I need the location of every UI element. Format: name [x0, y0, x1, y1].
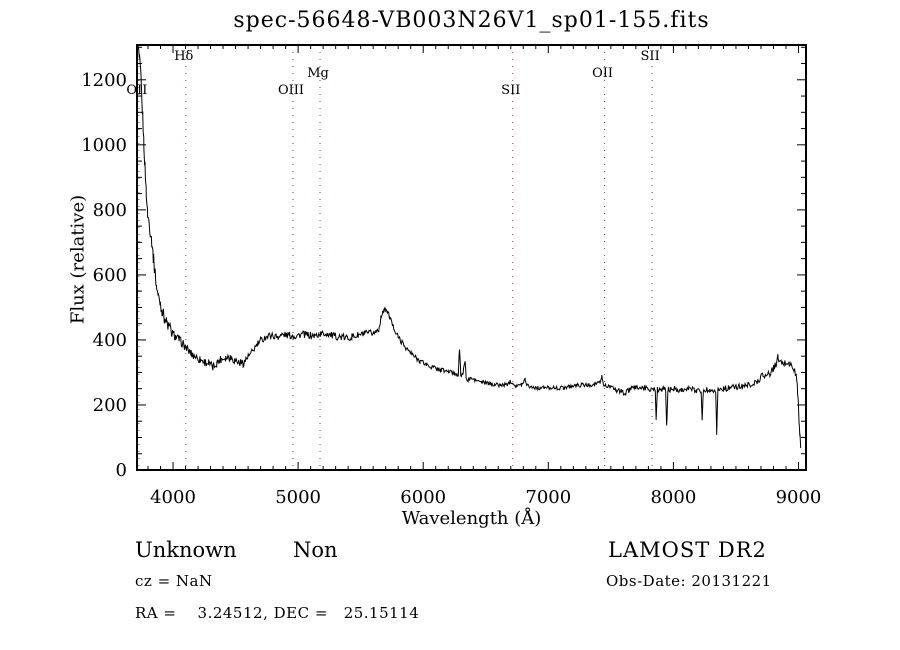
y-tick-label: 200	[93, 395, 127, 416]
y-tick-label: 1200	[81, 70, 127, 91]
spectral-line-label: SII	[641, 49, 660, 64]
y-axis-label: Flux (relative)	[67, 194, 89, 325]
x-tick-label: 7000	[525, 487, 571, 508]
plot-frame	[136, 44, 807, 471]
ra-dec-label: RA = 3.24512, DEC = 25.15114	[135, 604, 420, 622]
y-tick-label: 0	[116, 460, 127, 481]
x-tick-label: 4000	[150, 487, 196, 508]
spectrum-trace	[137, 45, 802, 449]
spectral-line-label: Hδ	[174, 49, 193, 64]
x-axis-label: Wavelength (Å)	[401, 508, 542, 529]
x-tick-label: 9000	[776, 487, 822, 508]
y-tick-label: 600	[93, 265, 127, 286]
spectral-line-label: SII	[501, 83, 520, 98]
object-subclass-label: Non	[293, 538, 338, 562]
spectral-line-label: OIII	[278, 83, 304, 98]
survey-release-label: LAMOST DR2	[608, 538, 767, 562]
y-tick-label: 400	[93, 330, 127, 351]
object-class-label: Unknown	[135, 538, 237, 562]
spectral-line-label: OII	[592, 66, 613, 81]
x-tick-label: 5000	[275, 487, 321, 508]
spectral-line-label: Mg	[307, 66, 329, 81]
y-tick-label: 800	[93, 200, 127, 221]
x-tick-label: 8000	[650, 487, 696, 508]
cz-value-label: cz = NaN	[135, 572, 213, 590]
plot-title: spec-56648-VB003N26V1_sp01-155.fits	[233, 8, 710, 33]
x-axis-ticks: 4000 5000 6000 7000 8000 9000	[147, 45, 822, 508]
y-tick-label: 1000	[81, 135, 127, 156]
obs-date-label: Obs-Date: 20131221	[606, 572, 772, 590]
x-tick-label: 6000	[400, 487, 446, 508]
y-axis-ticks: 0 200 400 600 800 1000 1200	[81, 46, 806, 481]
